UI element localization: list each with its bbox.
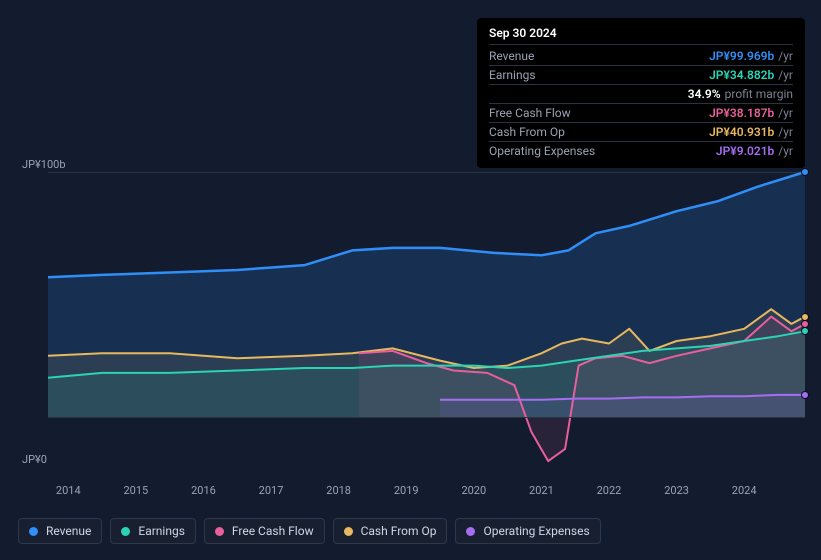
tooltip-row: Free Cash FlowJP¥38.187b/yr — [489, 104, 793, 123]
legend-label: Revenue — [46, 524, 91, 538]
xaxis-tick: 2015 — [123, 484, 148, 497]
tooltip-row-label: Cash From Op — [489, 125, 709, 139]
xaxis-tick: 2019 — [394, 484, 419, 497]
tooltip-row-label: Free Cash Flow — [489, 106, 709, 120]
tooltip-row-value: JP¥34.882b/yr — [709, 68, 793, 82]
series-end-marker — [801, 168, 809, 176]
legend: Revenue Earnings Free Cash Flow Cash From O… — [18, 518, 601, 544]
plot-area[interactable] — [48, 172, 805, 466]
xaxis-tick: 2017 — [259, 484, 284, 497]
metrics-tooltip: Sep 30 2024 RevenueJP¥99.969b/yrEarnings… — [477, 18, 805, 168]
tooltip-row-value: 34.9%profit margin — [688, 87, 793, 101]
xaxis-tick: 2016 — [191, 484, 216, 497]
tooltip-date: Sep 30 2024 — [489, 26, 793, 45]
tooltip-row-value: JP¥38.187b/yr — [709, 106, 793, 120]
legend-item[interactable]: Revenue — [18, 518, 102, 544]
tooltip-row: Cash From OpJP¥40.931b/yr — [489, 123, 793, 142]
legend-item[interactable]: Earnings — [110, 518, 196, 544]
legend-color-dot — [466, 527, 475, 536]
legend-label: Earnings — [138, 524, 185, 538]
xaxis-tick: 2022 — [597, 484, 622, 497]
tooltip-row: EarningsJP¥34.882b/yr — [489, 66, 793, 85]
tooltip-row-value: JP¥99.969b/yr — [709, 49, 793, 63]
legend-color-dot — [29, 527, 38, 536]
tooltip-row-value: JP¥40.931b/yr — [709, 125, 793, 139]
legend-item[interactable]: Free Cash Flow — [204, 518, 325, 544]
legend-color-dot — [215, 527, 224, 536]
legend-item[interactable]: Operating Expenses — [455, 518, 600, 544]
legend-label: Operating Expenses — [483, 524, 589, 538]
gridline — [48, 417, 805, 418]
series-end-marker — [801, 391, 809, 399]
tooltip-row-label — [489, 87, 688, 101]
tooltip-row-label: Operating Expenses — [489, 144, 716, 158]
tooltip-row-label: Revenue — [489, 49, 709, 63]
financials-chart: JP¥100b JP¥0 — [18, 158, 805, 478]
xaxis-tick: 2023 — [664, 484, 689, 497]
x-axis: 2014 2015 2016 2017 2018 2019 2020 2021 2022 2023… — [48, 484, 805, 500]
legend-color-dot — [121, 527, 130, 536]
series-end-marker — [801, 327, 809, 335]
legend-label: Free Cash Flow — [232, 524, 314, 538]
legend-color-dot — [344, 527, 353, 536]
xaxis-tick: 2020 — [461, 484, 486, 497]
tooltip-row-value: JP¥9.021b/yr — [716, 144, 793, 158]
xaxis-tick: 2018 — [326, 484, 351, 497]
xaxis-tick: 2024 — [732, 484, 757, 497]
legend-item[interactable]: Cash From Op — [333, 518, 448, 544]
tooltip-row: RevenueJP¥99.969b/yr — [489, 47, 793, 66]
tooltip-row-label: Earnings — [489, 68, 709, 82]
tooltip-row: 34.9%profit margin — [489, 85, 793, 104]
xaxis-tick: 2021 — [529, 484, 554, 497]
xaxis-tick: 2014 — [56, 484, 81, 497]
legend-label: Cash From Op — [361, 524, 437, 538]
yaxis-label-top: JP¥100b — [22, 158, 66, 171]
yaxis-label-bottom: JP¥0 — [22, 453, 47, 466]
